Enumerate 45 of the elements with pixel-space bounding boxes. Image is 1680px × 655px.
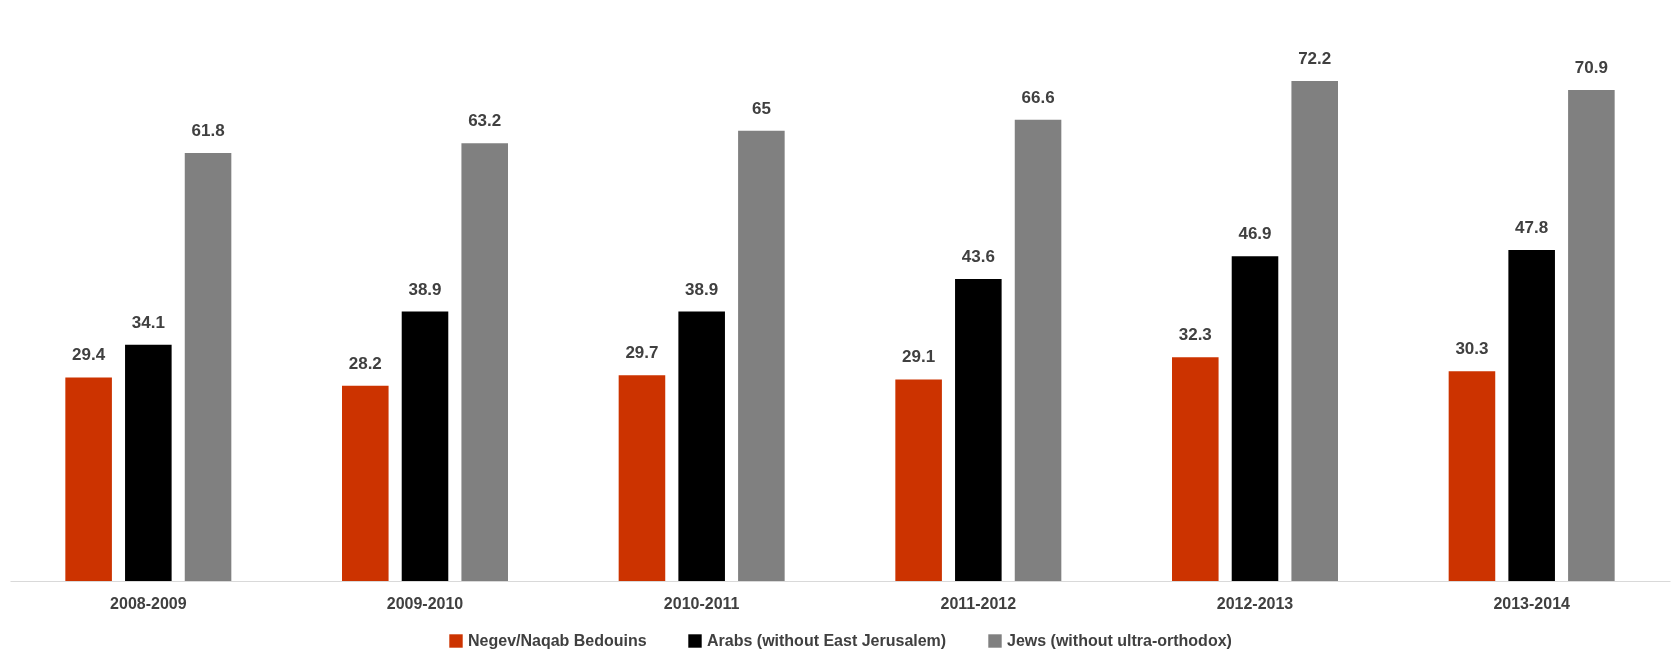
x-tick-label: 2009-2010	[386, 594, 464, 612]
bar	[401, 311, 449, 581]
data-label: 32.3	[1178, 325, 1212, 345]
bar	[1568, 90, 1615, 581]
data-label: 70.9	[1574, 58, 1608, 77]
bar	[184, 153, 232, 581]
data-label: 38.9	[408, 279, 442, 299]
data-label: 72.2	[1298, 49, 1332, 68]
legend-label: Negev/Naqab Bedouins	[468, 632, 647, 649]
bar	[1172, 357, 1219, 581]
bar	[461, 143, 508, 581]
bar	[955, 279, 1002, 581]
bar	[738, 130, 785, 581]
bar	[1291, 81, 1338, 581]
bar	[678, 311, 725, 581]
data-label: 65	[751, 98, 771, 118]
bar	[895, 379, 942, 581]
bar	[65, 377, 112, 581]
data-label: 61.8	[191, 121, 225, 141]
data-label: 66.6	[1021, 87, 1055, 107]
data-label: 30.3	[1455, 339, 1489, 359]
x-tick-label: 2010-2011	[663, 594, 740, 612]
data-label: 63.2	[468, 111, 502, 131]
bar	[618, 375, 666, 581]
bar	[342, 385, 389, 581]
x-tick-label: 2008-2009	[110, 594, 187, 612]
data-label: 43.6	[961, 247, 995, 267]
data-label: 28.2	[348, 353, 382, 373]
x-tick-label: 2012-2013	[1216, 594, 1294, 612]
data-label: 47.8	[1515, 217, 1549, 237]
bar	[125, 344, 172, 581]
data-label: 46.9	[1238, 224, 1272, 244]
bar	[1231, 256, 1279, 581]
bar	[1508, 249, 1555, 581]
data-label: 29.7	[625, 343, 659, 363]
bar	[1014, 119, 1062, 581]
data-label: 29.4	[72, 345, 106, 365]
x-tick-label: 2011-2012	[940, 594, 1017, 612]
bar	[1448, 371, 1496, 581]
data-label: 29.1	[902, 347, 936, 367]
x-tick-label: 2013-2014	[1493, 594, 1571, 612]
data-label: 38.9	[685, 279, 719, 299]
legend-label: Jews (without ultra-orthodox)	[1007, 632, 1232, 649]
legend-label: Arabs (without East Jerusalem)	[707, 632, 947, 649]
data-label: 34.1	[131, 312, 165, 332]
